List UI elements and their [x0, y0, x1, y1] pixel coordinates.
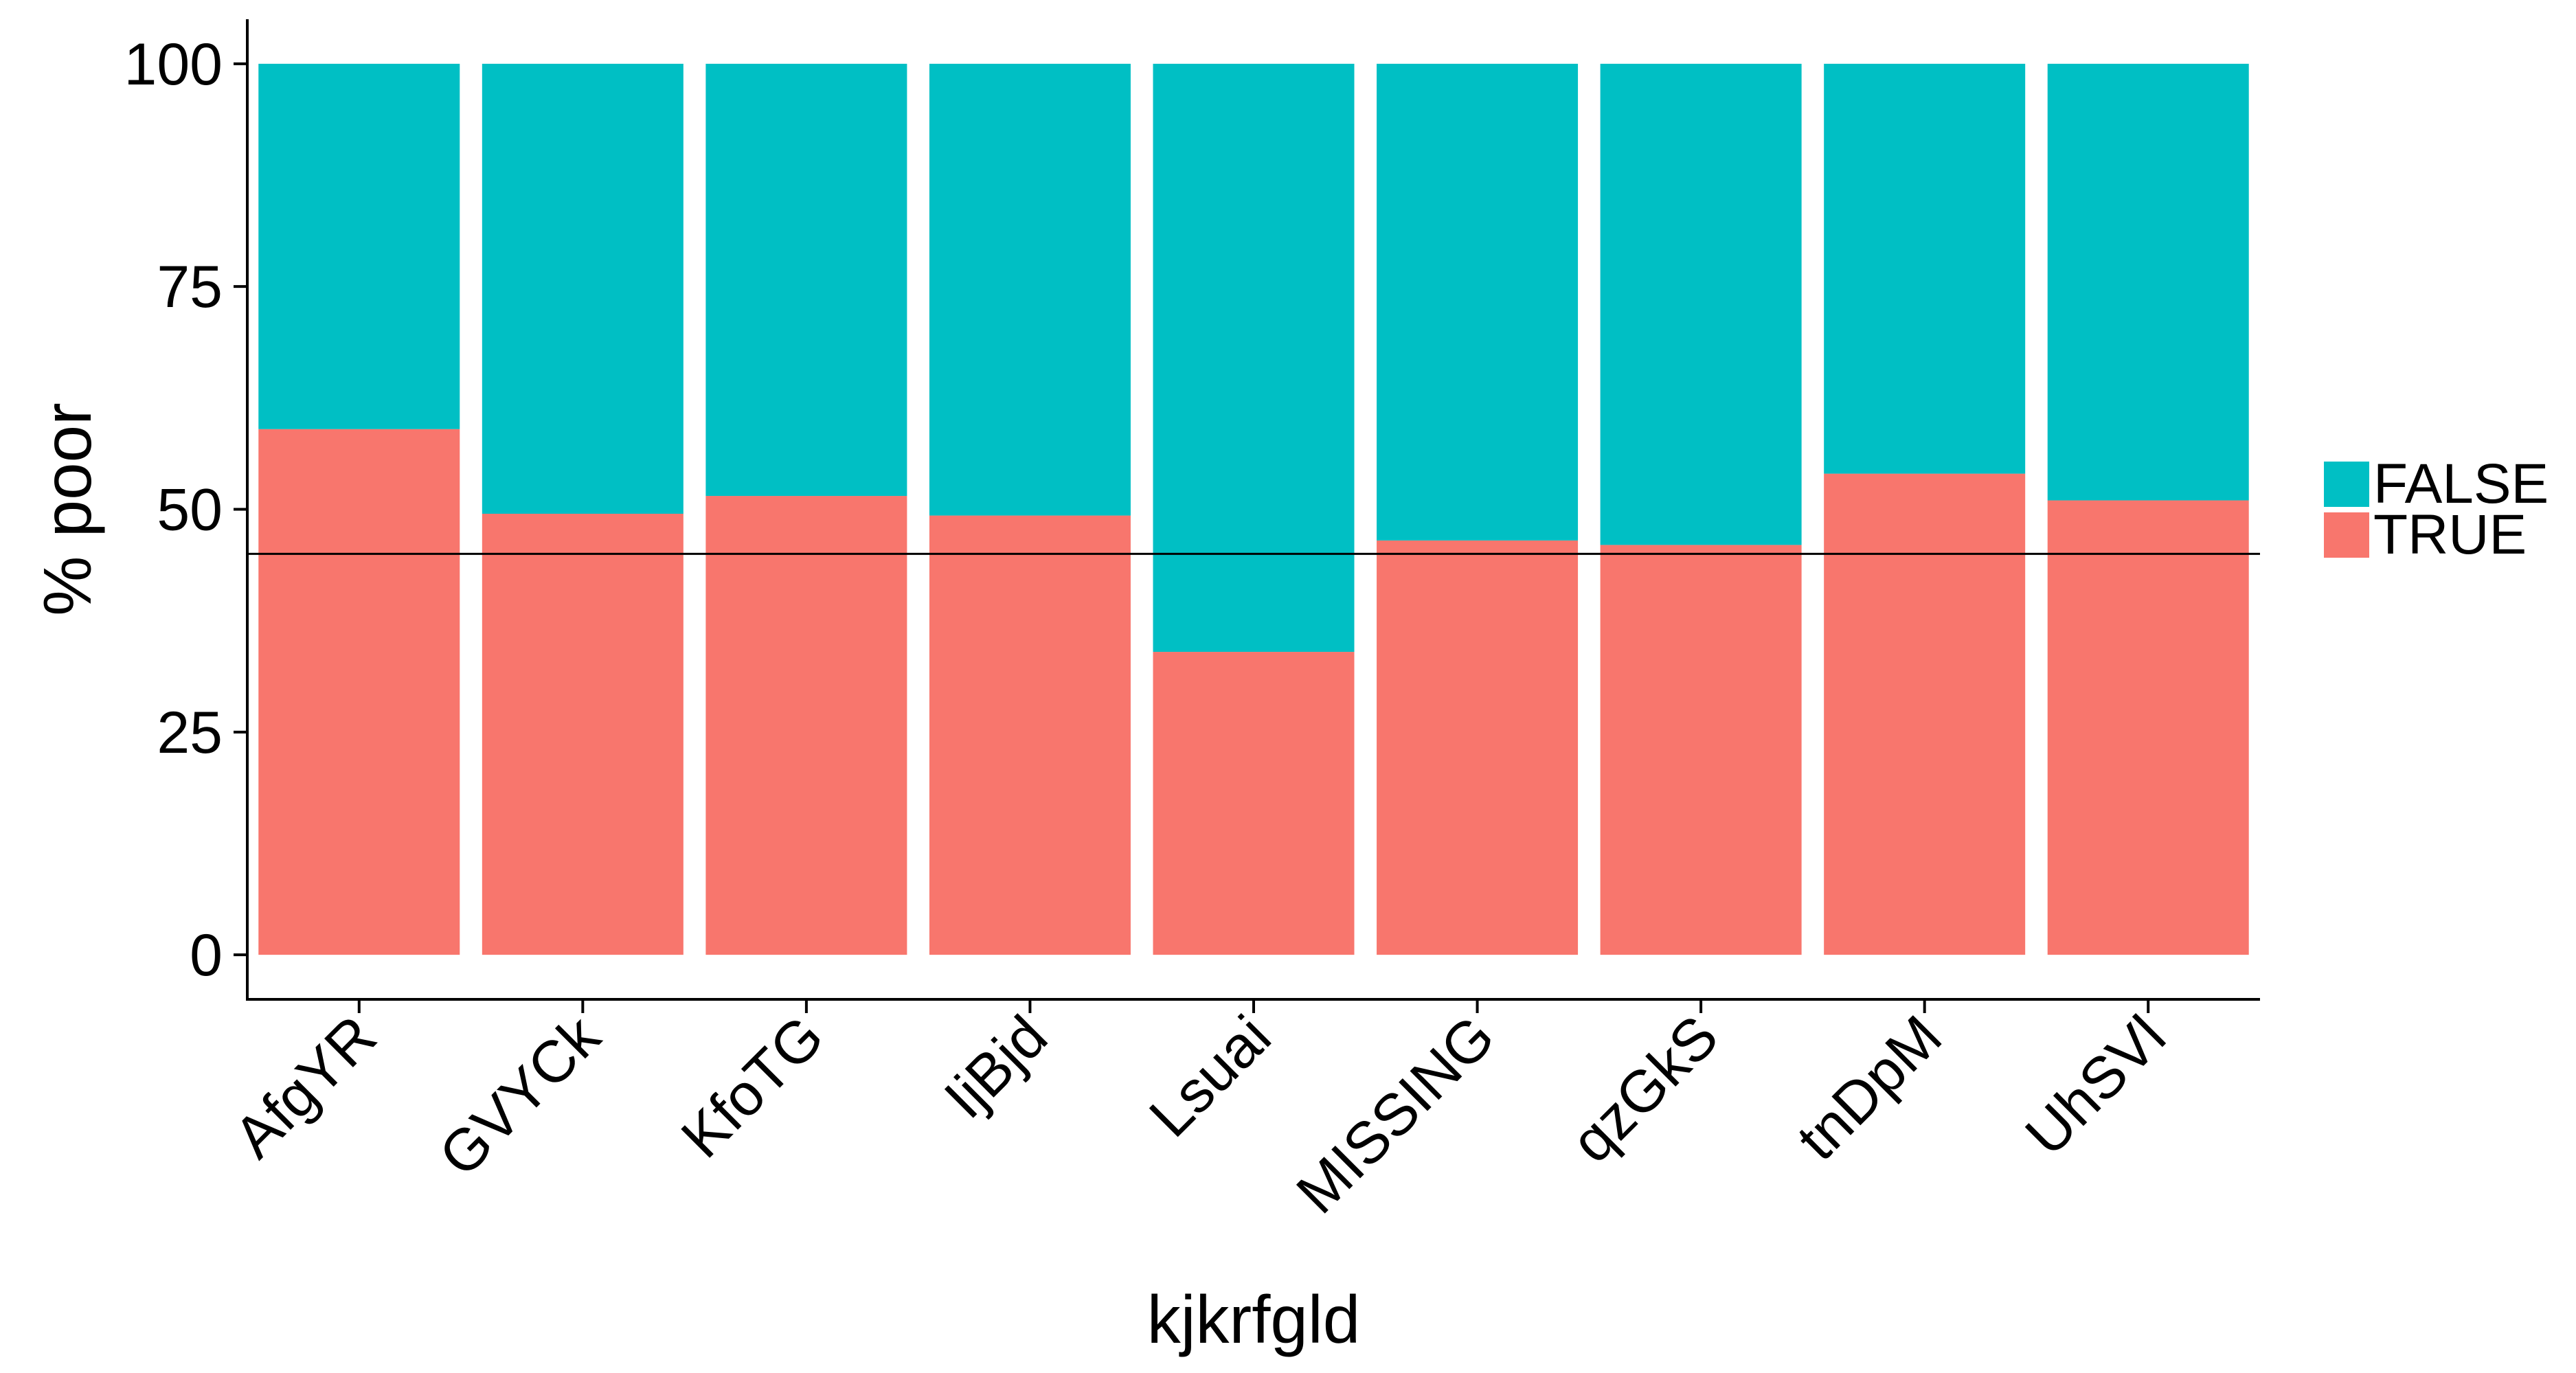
x-tick-label: MISSING: [1284, 1003, 1507, 1227]
bar-false-gvyck: [482, 63, 683, 514]
bar-true-afgyr: [258, 429, 460, 955]
y-tick-label: 75: [157, 254, 223, 320]
bar-false-kfotg: [705, 63, 907, 497]
x-axis-title: kjkrfgld: [1147, 1282, 1360, 1357]
bar-false-afgyr: [258, 63, 460, 429]
bar-true-tndpm: [1824, 473, 2026, 955]
bar-true-missing: [1377, 540, 1579, 955]
bar-true-ijbjd: [929, 515, 1131, 955]
bar-false-lsuai: [1153, 63, 1355, 653]
legend-key-true: [2324, 512, 2369, 558]
bar-false-tndpm: [1824, 63, 2026, 474]
y-tick-label: 25: [157, 700, 223, 766]
bar-false-qzgks: [1600, 63, 1802, 545]
y-axis-ticks: 0 25 50 75 100: [124, 32, 247, 988]
bar-true-qzgks: [1600, 545, 1802, 955]
x-tick-label: qzGkS: [1559, 1003, 1730, 1175]
x-tick-label: Lsuai: [1137, 1003, 1283, 1150]
x-tick-label: tnDpM: [1785, 1003, 1954, 1173]
bar-false-ijbjd: [929, 63, 1131, 516]
bar-true-gvyck: [482, 513, 683, 955]
y-axis-title: % poor: [30, 402, 105, 616]
x-tick-label: GVYCk: [427, 1003, 613, 1189]
bar-true-uhsvl: [2047, 500, 2249, 955]
y-tick-label: 0: [190, 922, 223, 988]
x-tick-label: IjBjd: [932, 1003, 1060, 1131]
bar-true-kfotg: [705, 496, 907, 955]
x-axis-ticks: AfgYR GVYCk KfoTG IjBjd Lsuai MISSING qzGkS tnD…: [222, 999, 2178, 1226]
legend-label-false: FALSE: [2373, 453, 2549, 515]
y-tick-label: 100: [124, 32, 223, 98]
bar-true-lsuai: [1153, 652, 1355, 955]
x-tick-label: KfoTG: [669, 1003, 837, 1171]
legend-key-false: [2324, 462, 2369, 507]
legend-label-true: TRUE: [2373, 503, 2527, 566]
y-tick-label: 50: [157, 477, 223, 543]
bar-false-missing: [1377, 63, 1579, 541]
x-tick-label: AfgYR: [222, 1003, 389, 1171]
bars-layer: [258, 63, 2249, 955]
bar-false-uhsvl: [2047, 63, 2249, 501]
x-tick-label: UhSVl: [2013, 1003, 2178, 1168]
